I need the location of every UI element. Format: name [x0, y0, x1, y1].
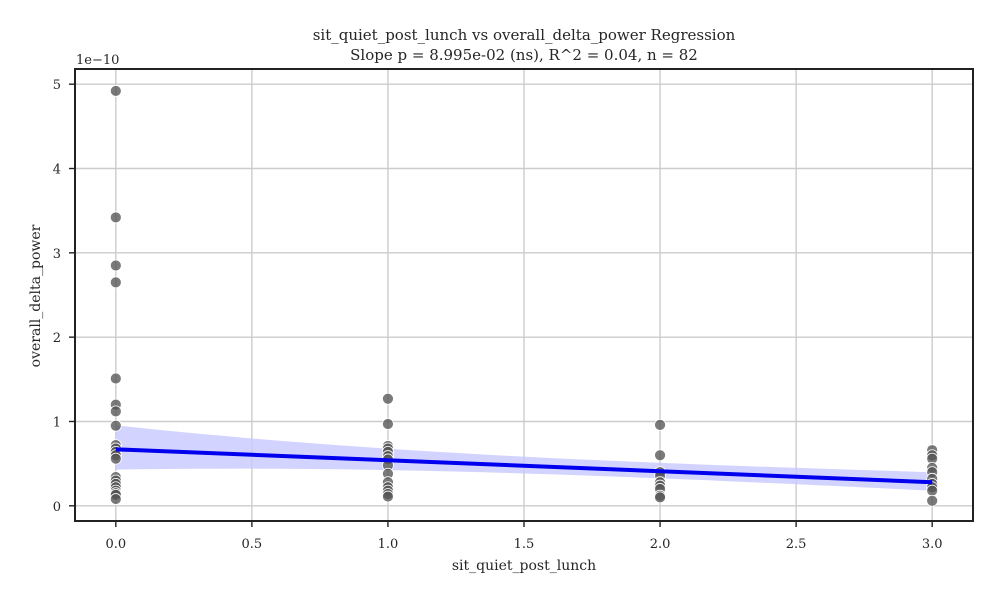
scatter-point: [654, 491, 666, 504]
x-tick-label: 1.5: [514, 537, 535, 552]
y-tick-label: 2: [53, 331, 61, 346]
ticks-layer: 0.0 0.5 1.0 1.5 2.0 2.5 3.0 0 1 2 3 4 5: [53, 78, 943, 552]
y-tick-label: 5: [53, 78, 61, 93]
scatter-point: [654, 418, 666, 431]
scatter-point: [926, 484, 939, 497]
scatter-point: [109, 276, 122, 289]
scatter-point: [382, 490, 394, 503]
x-tick-label: 3.0: [922, 537, 943, 552]
y-tick-label: 1: [53, 415, 61, 430]
scatter-point: [109, 211, 122, 224]
x-tick-label: 1.0: [378, 537, 399, 552]
scatter-point: [109, 372, 122, 385]
grid-layer: [75, 69, 973, 521]
points-layer: [109, 85, 939, 507]
scatter-point: [382, 418, 394, 430]
y-scale-label: 1e−10: [76, 53, 119, 68]
scatter-point: [109, 493, 122, 505]
chart-title: sit_quiet_post_lunch vs overall_delta_po…: [313, 26, 736, 44]
x-tick-label: 2.5: [786, 537, 807, 552]
y-tick-label: 0: [53, 500, 61, 515]
chart-subtitle: Slope p = 8.995e-02 (ns), R^2 = 0.04, n …: [350, 46, 698, 64]
scatter-point: [109, 419, 122, 432]
y-axis-label: overall_delta_power: [28, 224, 44, 367]
x-tick-label: 0.5: [242, 537, 263, 552]
y-tick-label: 3: [53, 247, 61, 262]
x-axis-label: sit_quiet_post_lunch: [452, 558, 596, 574]
regression-line: [115, 447, 933, 485]
scatter-point: [109, 405, 122, 418]
regression-line-layer: [115, 447, 933, 485]
scatter-point: [109, 259, 122, 272]
scatter-point: [382, 392, 394, 405]
scatter-point: [654, 449, 666, 462]
x-tick-label: 2.0: [650, 537, 671, 552]
scatter-point: [109, 452, 122, 465]
y-tick-label: 4: [53, 163, 61, 178]
x-tick-label: 0.0: [105, 537, 126, 552]
scatter-point: [109, 85, 122, 97]
scatter-point: [926, 494, 939, 507]
